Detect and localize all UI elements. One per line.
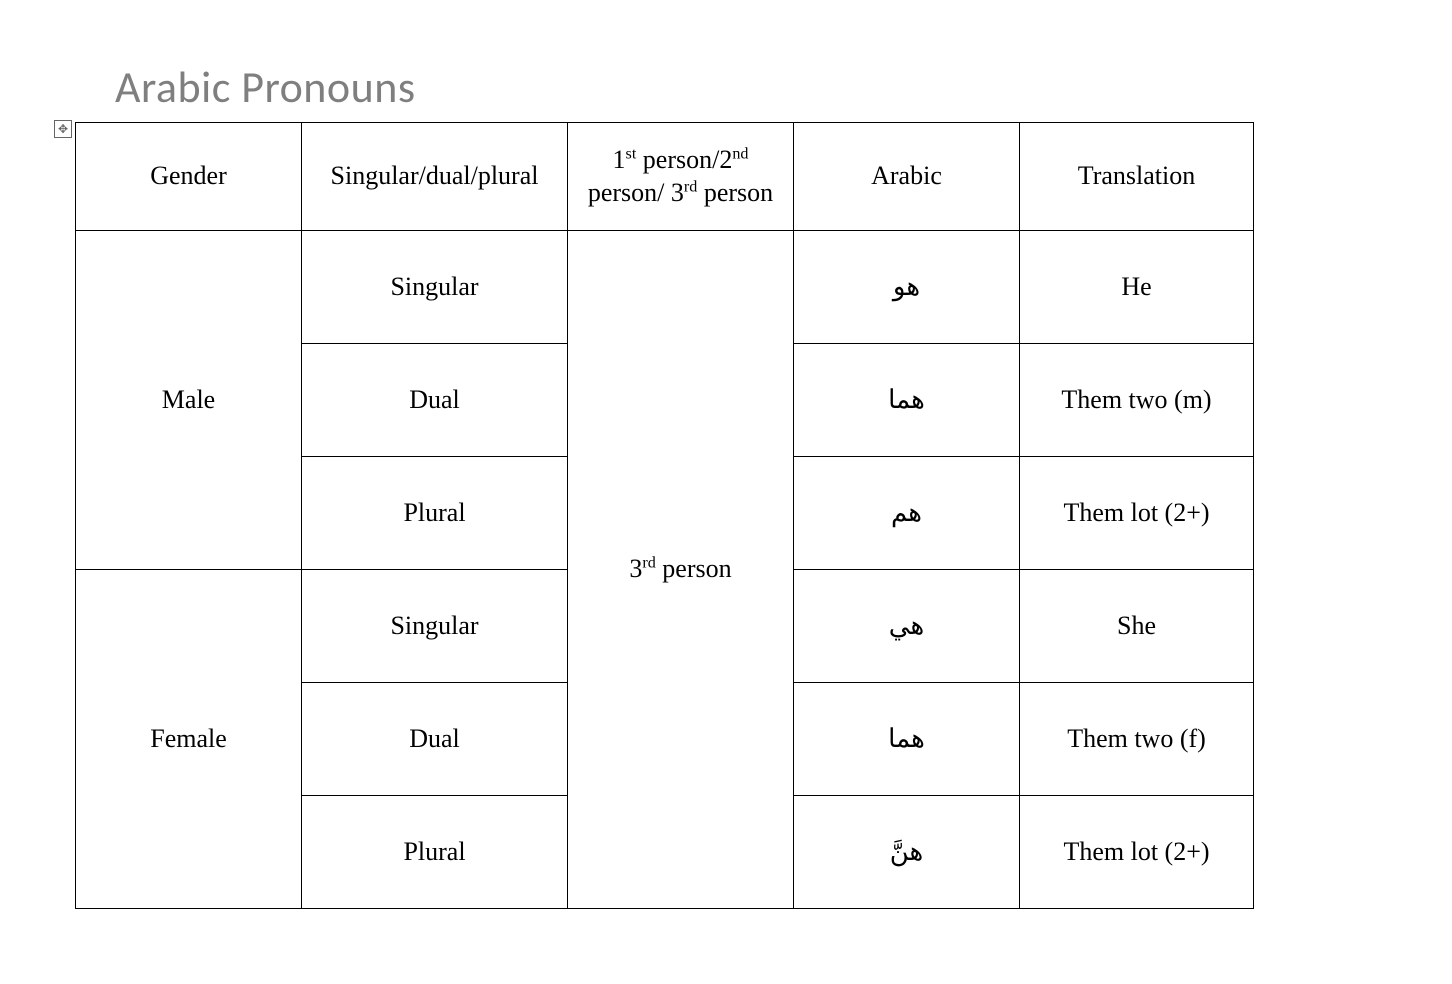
- cell-translation: Them two (m): [1020, 344, 1254, 457]
- cell-arabic: هما: [794, 683, 1020, 796]
- cell-translation: Them two (f): [1020, 683, 1254, 796]
- cell-number: Plural: [302, 457, 568, 570]
- cell-arabic: هما: [794, 344, 1020, 457]
- cell-number: Singular: [302, 231, 568, 344]
- table-row: Male Singular 3rd person هو He: [76, 231, 1254, 344]
- cell-person: 3rd person: [568, 231, 794, 909]
- cell-arabic: هي: [794, 570, 1020, 683]
- cell-translation: He: [1020, 231, 1254, 344]
- cell-gender: Male: [76, 231, 302, 570]
- table-header-row: Gender Singular/dual/plural 1st person/2…: [76, 123, 1254, 231]
- cell-arabic: هو: [794, 231, 1020, 344]
- pronouns-table: Gender Singular/dual/plural 1st person/2…: [75, 122, 1254, 909]
- cell-gender: Female: [76, 570, 302, 909]
- cell-number: Dual: [302, 683, 568, 796]
- page-title: Arabic Pronouns: [115, 60, 1254, 114]
- col-translation: Translation: [1020, 123, 1254, 231]
- cell-translation: Them lot (2+): [1020, 457, 1254, 570]
- col-arabic: Arabic: [794, 123, 1020, 231]
- col-person: 1st person/2nd person/ 3rd person: [568, 123, 794, 231]
- cell-arabic: هم: [794, 457, 1020, 570]
- cell-translation: She: [1020, 570, 1254, 683]
- cell-number: Singular: [302, 570, 568, 683]
- cell-arabic: هنَّ: [794, 796, 1020, 909]
- cell-translation: Them lot (2+): [1020, 796, 1254, 909]
- cell-number: Plural: [302, 796, 568, 909]
- cell-number: Dual: [302, 344, 568, 457]
- col-gender: Gender: [76, 123, 302, 231]
- col-number: Singular/dual/plural: [302, 123, 568, 231]
- table-move-handle-icon[interactable]: ✥: [54, 120, 72, 138]
